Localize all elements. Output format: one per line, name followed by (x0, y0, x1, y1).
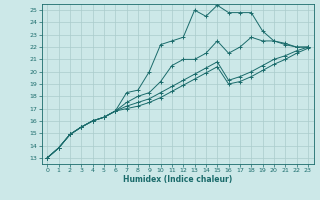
X-axis label: Humidex (Indice chaleur): Humidex (Indice chaleur) (123, 175, 232, 184)
